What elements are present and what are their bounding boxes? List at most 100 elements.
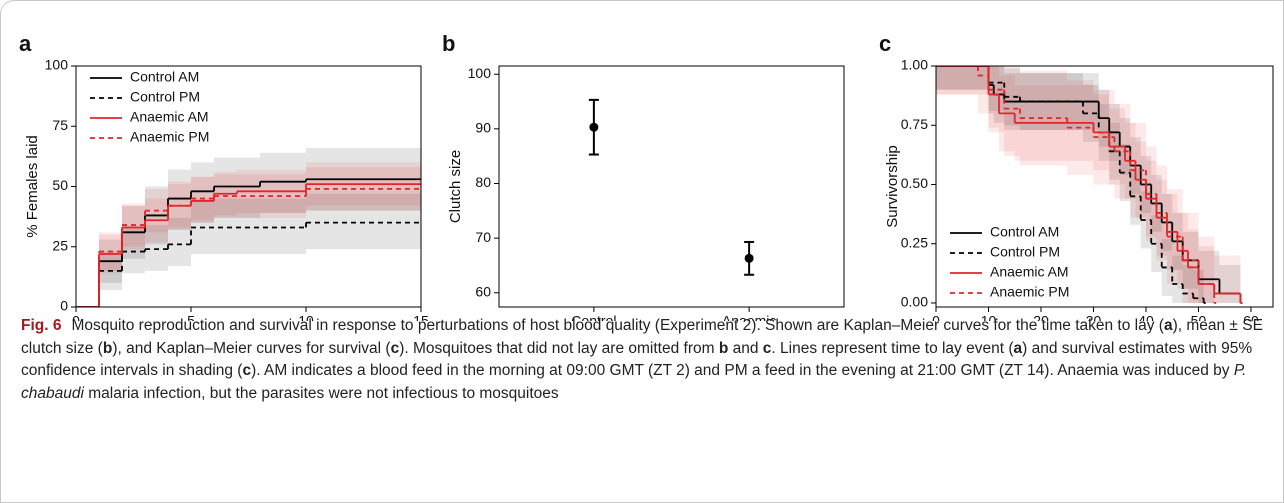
- confidence-band: [145, 225, 168, 271]
- caption-text: c: [390, 339, 400, 357]
- caption-text: a: [1013, 339, 1023, 357]
- confidence-band: [1172, 255, 1183, 303]
- y-tick-label: 60: [475, 283, 491, 299]
- confidence-band: [168, 169, 191, 230]
- confidence-band: [1114, 103, 1131, 199]
- caption-text: ). Mosquitoes that did not lay are omitt…: [399, 339, 719, 357]
- confidence-band: [1130, 167, 1141, 225]
- caption-text: c: [762, 339, 772, 357]
- y-tick-label: 100: [45, 57, 69, 73]
- y-tick-label: 1.00: [901, 57, 928, 73]
- plot-area: [588, 98, 755, 276]
- y-tick-label: 100: [468, 65, 492, 81]
- plot-area: [936, 66, 1243, 304]
- confidence-band: [260, 152, 306, 214]
- legend-label: Control PM: [130, 89, 200, 105]
- caption-text: ). AM indicates a blood feed in the morn…: [251, 362, 1234, 379]
- point: [589, 122, 599, 132]
- confidence-band: [1166, 189, 1183, 285]
- x-tick-label: 60: [1243, 313, 1259, 321]
- legend-label: Anaemic AM: [130, 109, 209, 125]
- caption-text: . Lines represent time to lay event (: [771, 339, 1014, 357]
- confidence-band: [191, 198, 306, 254]
- panel-label: a: [19, 31, 32, 56]
- y-tick-label: 90: [475, 120, 491, 136]
- panel-label: c: [879, 31, 891, 56]
- y-tick-label: 70: [475, 229, 491, 245]
- x-tick-label: 10: [298, 313, 314, 321]
- plot-frame: [498, 65, 845, 308]
- confidence-band: [988, 66, 1005, 112]
- confidence-band: [936, 66, 989, 90]
- x-tick-label: 30: [1086, 313, 1102, 321]
- caption-text: Mosquito reproduction and survival in re…: [71, 317, 1164, 334]
- x-tick-label: 50: [1191, 313, 1207, 321]
- y-axis-label: % Females laid: [24, 135, 41, 238]
- confidence-band: [1182, 212, 1199, 303]
- y-tick-label: 80: [475, 174, 491, 190]
- x-tick-label: Control: [571, 313, 616, 321]
- legend-label: Control AM: [990, 224, 1059, 240]
- confidence-band: [936, 66, 989, 95]
- caption-text: ) and survival estimates with 95% confid…: [21, 339, 1253, 380]
- confidence-band: [122, 227, 145, 274]
- confidence-band: [1193, 269, 1204, 303]
- confidence-band: [191, 176, 214, 223]
- panel-label: b: [442, 31, 455, 56]
- caption-text: malaria infection, but the parasites wer…: [83, 384, 559, 402]
- confidence-band: [1198, 246, 1215, 303]
- y-tick-label: 0.75: [901, 116, 928, 132]
- confidence-band: [1161, 238, 1173, 296]
- caption: Fig. 6 Mosquito reproduction and survival…: [21, 315, 1266, 405]
- x-tick-label: 10: [981, 313, 997, 321]
- confidence-band: [1182, 265, 1194, 303]
- confidence-band: [1140, 191, 1152, 249]
- plot-frame: [75, 65, 422, 308]
- x-tick-label: 15: [413, 313, 429, 321]
- charts: aDays% Females laid0255075100051015Contr…: [19, 31, 1274, 321]
- confidence-band: [1004, 68, 1020, 126]
- point: [744, 253, 754, 263]
- confidence-band: [1187, 229, 1199, 303]
- confidence-band: [1109, 122, 1120, 180]
- caption-text: ), and Kaplan–Meier curves for survival …: [112, 339, 391, 357]
- confidence-band: [977, 66, 989, 114]
- legend-label: Control AM: [130, 69, 199, 85]
- y-tick-label: 0.25: [901, 234, 928, 250]
- confidence-band: [214, 157, 260, 218]
- legend-label: Anaemic PM: [130, 129, 209, 145]
- confidence-band: [936, 66, 978, 95]
- y-axis-label: Clutch size: [447, 150, 464, 223]
- caption-label: Fig. 6: [21, 317, 62, 334]
- confidence-band: [168, 217, 191, 267]
- y-tick-label: 0: [60, 298, 68, 314]
- caption-text: c: [242, 362, 252, 379]
- caption-text: P. chabaudi: [21, 362, 1247, 402]
- confidence-band: [306, 193, 421, 250]
- y-tick-label: 75: [52, 117, 68, 133]
- legend-label: Anaemic PM: [990, 284, 1069, 300]
- confidence-band: [988, 66, 1005, 133]
- x-tick-label: 40: [1138, 313, 1154, 321]
- confidence-band: [191, 162, 214, 223]
- y-tick-label: 50: [52, 177, 68, 193]
- caption-text: ), mean ± SE clutch size (: [21, 317, 1263, 357]
- y-tick-label: 25: [52, 237, 68, 253]
- legend-label: Anaemic AM: [990, 264, 1069, 280]
- caption-text: a: [1163, 317, 1173, 334]
- caption-text: and: [728, 339, 763, 357]
- confidence-band: [1119, 144, 1131, 202]
- x-tick-label: 5: [187, 313, 195, 321]
- confidence-band: [1198, 236, 1215, 303]
- caption-text: b: [718, 339, 729, 357]
- x-tick-label: 20: [1033, 313, 1049, 321]
- plot-frame: [935, 65, 1274, 308]
- confidence-band: [936, 66, 989, 90]
- x-tick-label: 0: [72, 313, 80, 321]
- legend-label: Control PM: [990, 244, 1060, 260]
- confidence-band: [1151, 215, 1162, 273]
- confidence-band: [988, 66, 999, 128]
- y-tick-label: 0.00: [901, 294, 928, 310]
- caption-text: b: [102, 339, 113, 357]
